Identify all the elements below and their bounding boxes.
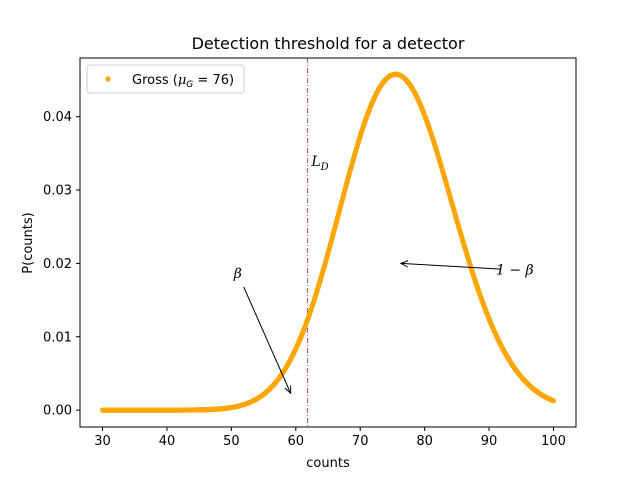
y-axis-label: P(counts) bbox=[21, 212, 36, 273]
x-tick-label: 30 bbox=[94, 434, 111, 449]
annotation-label-1: 1 − β bbox=[496, 262, 534, 278]
annotations-group: β 1 − β bbox=[233, 262, 534, 393]
y-tick-label: 0.02 bbox=[43, 257, 72, 272]
x-tick-label: 90 bbox=[481, 434, 498, 449]
annotation-arrow-0 bbox=[243, 286, 291, 393]
data-series-points bbox=[99, 71, 557, 413]
legend-marker bbox=[105, 76, 111, 82]
legend-entry-label: Gross (μG = 76) bbox=[132, 73, 234, 90]
x-tick-label: 60 bbox=[288, 434, 305, 449]
chart-title: Detection threshold for a detector bbox=[192, 34, 465, 53]
annotation-arrow-1 bbox=[401, 263, 501, 270]
x-tick-label: 80 bbox=[416, 434, 433, 449]
legend-box bbox=[86, 64, 245, 94]
legend: Gross (μG = 76) bbox=[86, 64, 245, 94]
y-tick-label: 0.03 bbox=[43, 184, 72, 199]
x-tick-label: 40 bbox=[159, 434, 176, 449]
x-axis-label: counts bbox=[306, 456, 350, 471]
x-tick-label: 100 bbox=[541, 434, 566, 449]
y-tick-label: 0.04 bbox=[43, 110, 72, 125]
x-tick-label: 70 bbox=[352, 434, 369, 449]
axes-frame bbox=[79, 57, 577, 428]
y-axis-ticks: 0.00 0.01 0.02 0.03 0.04 bbox=[43, 110, 80, 419]
x-tick-label: 50 bbox=[223, 434, 240, 449]
y-tick-label: 0.00 bbox=[43, 404, 72, 419]
y-tick-label: 0.01 bbox=[43, 330, 72, 345]
x-axis-ticks: 30 40 50 60 70 80 90 100 bbox=[94, 427, 566, 449]
data-point bbox=[550, 398, 557, 404]
annotation-label-0: β bbox=[233, 266, 242, 282]
